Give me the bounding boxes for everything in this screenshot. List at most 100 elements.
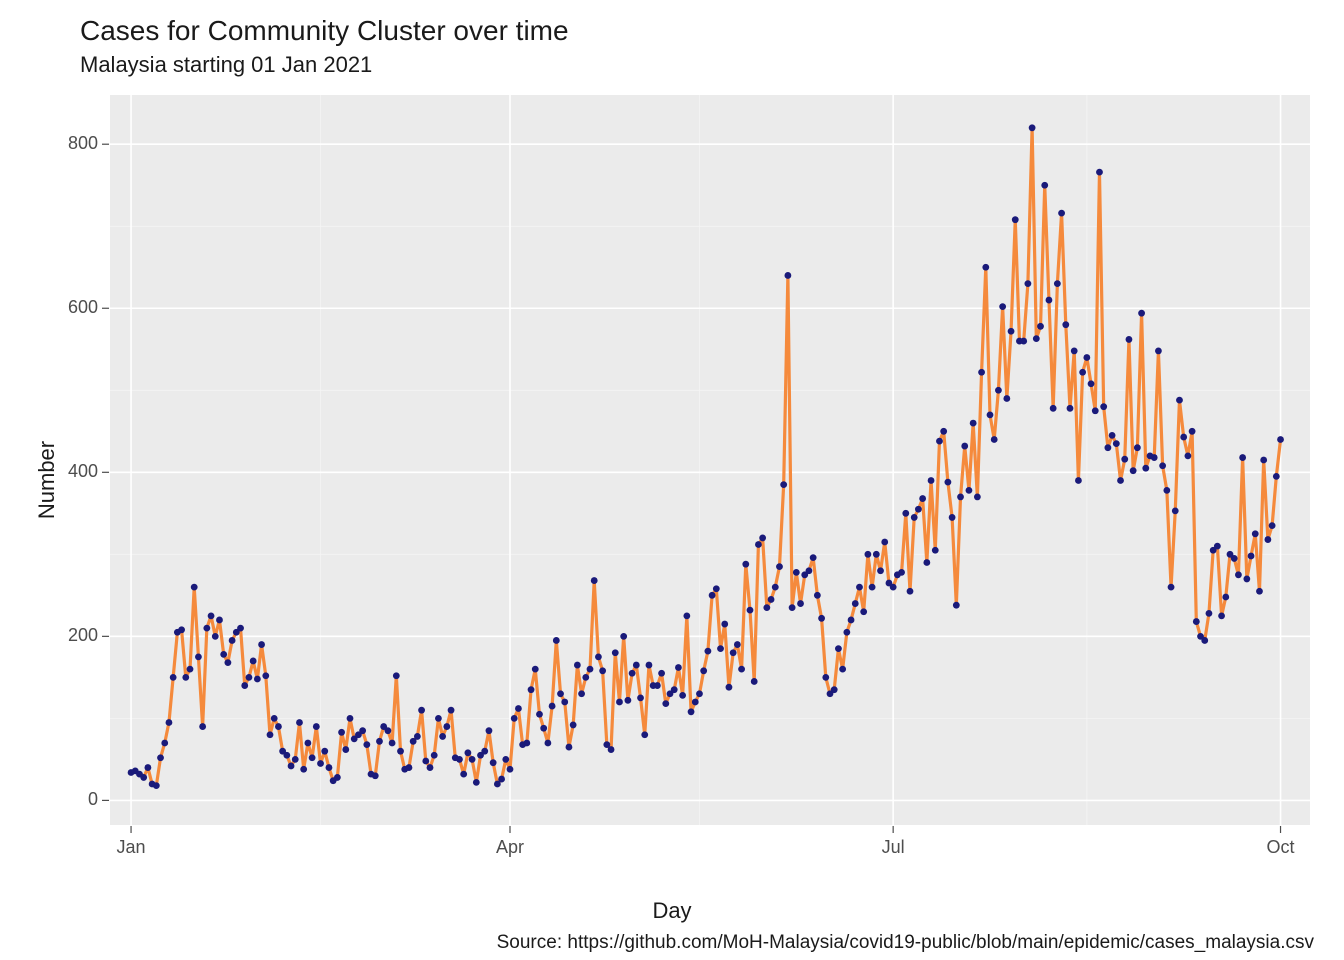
data-point xyxy=(309,754,316,761)
data-point xyxy=(662,700,669,707)
data-point xyxy=(974,494,981,501)
data-point xyxy=(187,666,194,673)
data-point xyxy=(806,567,813,574)
data-point xyxy=(1273,473,1280,480)
data-point xyxy=(595,653,602,660)
data-point xyxy=(566,744,573,751)
data-point xyxy=(995,387,1002,394)
data-point xyxy=(704,648,711,655)
data-point xyxy=(376,738,383,745)
data-point xyxy=(700,667,707,674)
data-point xyxy=(1168,584,1175,591)
data-point xyxy=(1239,454,1246,461)
data-point xyxy=(334,774,341,781)
data-point xyxy=(641,731,648,738)
data-point xyxy=(683,612,690,619)
data-point xyxy=(296,719,303,726)
data-point xyxy=(1163,487,1170,494)
data-point xyxy=(435,715,442,722)
data-point xyxy=(1083,354,1090,361)
data-point xyxy=(881,539,888,546)
data-point xyxy=(1184,452,1191,459)
data-point xyxy=(730,649,737,656)
y-tick-label: 400 xyxy=(68,461,98,481)
data-point xyxy=(1142,465,1149,472)
data-point xyxy=(561,699,568,706)
data-point xyxy=(1159,462,1166,469)
data-point xyxy=(363,741,370,748)
data-point xyxy=(864,551,871,558)
data-point xyxy=(646,662,653,669)
data-point xyxy=(144,764,151,771)
data-point xyxy=(511,715,518,722)
data-point xyxy=(797,600,804,607)
data-point xyxy=(338,729,345,736)
data-point xyxy=(620,633,627,640)
data-point xyxy=(768,596,775,603)
data-point xyxy=(418,707,425,714)
data-point xyxy=(359,727,366,734)
data-point xyxy=(1172,507,1179,514)
data-point xyxy=(515,705,522,712)
data-point xyxy=(982,264,989,271)
data-point xyxy=(1189,428,1196,435)
data-point xyxy=(1054,280,1061,287)
data-point xyxy=(443,723,450,730)
data-point xyxy=(460,771,467,778)
data-point xyxy=(1096,169,1103,176)
data-point xyxy=(199,723,206,730)
data-point xyxy=(688,708,695,715)
y-tick-label: 600 xyxy=(68,297,98,317)
data-point xyxy=(961,443,968,450)
data-point xyxy=(275,723,282,730)
data-point xyxy=(178,626,185,633)
data-point xyxy=(818,615,825,622)
data-point xyxy=(721,621,728,628)
data-point xyxy=(966,487,973,494)
data-point xyxy=(448,707,455,714)
plot-panel xyxy=(110,95,1310,825)
data-point xyxy=(1079,369,1086,376)
data-point xyxy=(789,604,796,611)
data-point xyxy=(203,625,210,632)
data-point xyxy=(1218,612,1225,619)
data-point xyxy=(1134,444,1141,451)
data-point xyxy=(654,682,661,689)
data-point xyxy=(326,764,333,771)
data-point xyxy=(481,748,488,755)
data-point xyxy=(629,670,636,677)
data-point xyxy=(1092,407,1099,414)
data-point xyxy=(835,645,842,652)
data-point xyxy=(292,756,299,763)
data-point xyxy=(578,690,585,697)
data-point xyxy=(940,428,947,435)
data-point xyxy=(427,764,434,771)
data-point xyxy=(1088,380,1095,387)
data-point xyxy=(587,666,594,673)
data-point xyxy=(182,674,189,681)
data-point xyxy=(393,672,400,679)
data-point xyxy=(237,625,244,632)
x-tick-label: Jul xyxy=(882,837,905,857)
data-point xyxy=(1231,555,1238,562)
data-point xyxy=(1029,124,1036,131)
data-point xyxy=(696,690,703,697)
data-point xyxy=(1121,456,1128,463)
data-point xyxy=(414,733,421,740)
data-point xyxy=(780,481,787,488)
data-point xyxy=(300,766,307,773)
data-point xyxy=(793,569,800,576)
chart-title: Cases for Community Cluster over time xyxy=(80,15,569,47)
data-point xyxy=(1138,310,1145,317)
data-point xyxy=(759,535,766,542)
y-tick-label: 0 xyxy=(88,789,98,809)
data-point xyxy=(747,607,754,614)
data-point xyxy=(1058,210,1065,217)
data-point xyxy=(540,725,547,732)
data-point xyxy=(262,672,269,679)
data-point xyxy=(755,541,762,548)
data-point xyxy=(342,746,349,753)
data-point xyxy=(637,694,644,701)
data-point xyxy=(843,629,850,636)
data-point xyxy=(1252,530,1259,537)
